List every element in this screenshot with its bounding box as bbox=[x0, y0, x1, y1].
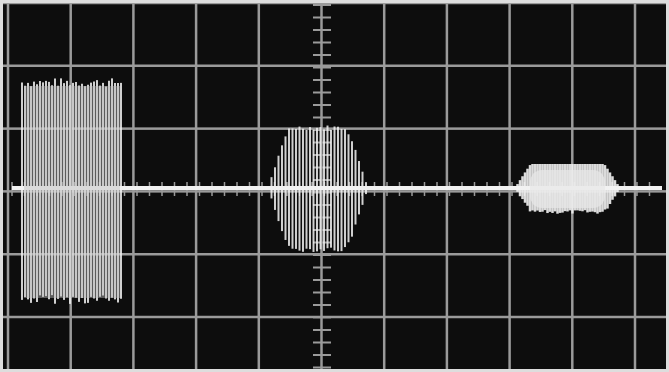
burst-fill bbox=[24, 86, 120, 298]
burst-fill bbox=[530, 170, 605, 208]
oscilloscope-screen bbox=[0, 0, 669, 372]
page: (() => { JSON.parse(document.getElementB… bbox=[0, 0, 669, 372]
